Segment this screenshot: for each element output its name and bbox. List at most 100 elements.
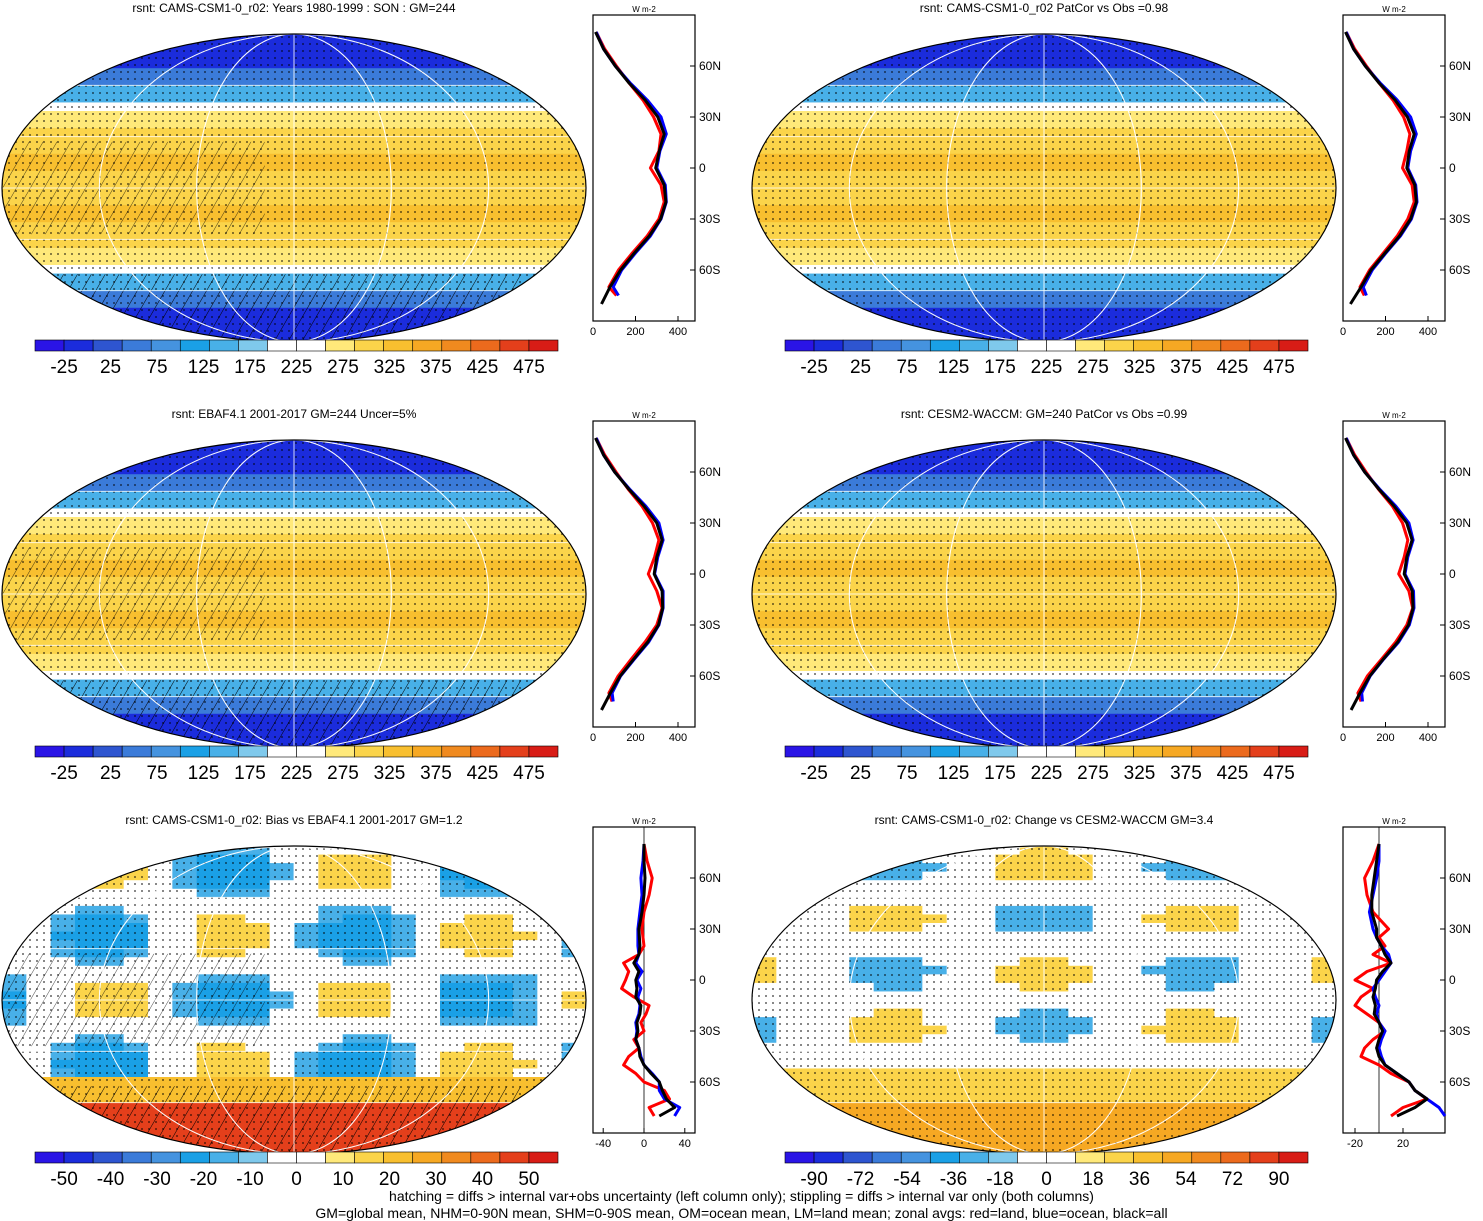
map-cell [561,713,586,723]
colorbar-tick-label: 175 [234,357,266,378]
map-cell [513,713,538,723]
map-cell [561,482,586,492]
colorbar-tick-label: 25 [850,357,871,378]
zonal-frame [1342,420,1446,728]
zonal-series-all [1344,437,1415,711]
map-cell [50,1102,76,1112]
map-cell [776,93,802,104]
map-cell [537,1111,563,1121]
zonal-ytick-label: 60N [1449,465,1471,479]
colorbar-swatch [1191,745,1222,758]
map-cell [1287,76,1313,86]
map-cell [50,880,76,890]
map-cell [1263,440,1288,450]
map-cell [440,854,465,864]
map-cell [513,1119,538,1129]
map-cell [1287,42,1313,52]
map-cell [776,722,802,732]
map-cell [561,679,586,689]
map-cell [800,316,826,326]
map-cell [2,1085,27,1095]
colorbar-swatch [325,1151,355,1164]
colorbar-swatch [412,339,443,352]
map-cell [537,499,563,510]
colorbar-tick-label: 75 [146,763,167,784]
map-cell [2,1077,27,1087]
colorbar-tick-label: 275 [1077,763,1109,784]
map-cell [123,42,149,52]
colorbar-tick-label: 475 [513,357,545,378]
zonal-xtick-label: 400 [1419,326,1437,338]
map-cell [1311,51,1336,61]
colorbar-swatch [959,339,989,352]
colorbar-swatch [238,745,268,758]
map-cell [776,324,802,335]
map-cell [537,440,563,450]
map-cell [561,76,586,86]
map-cell [50,696,76,706]
colorbar-swatch [499,1151,530,1164]
map-cell [488,854,514,864]
colorbar-tick-label: 325 [1124,357,1156,378]
zonal-units-label: W m-2 [1382,411,1406,420]
map-cell [1311,316,1336,326]
map-cell [2,871,27,881]
map-cell [99,324,125,335]
map-cell [26,34,52,44]
map-cell [26,863,52,873]
map-cell [513,448,538,458]
map-cell [2,68,27,78]
map-cell [1287,59,1313,69]
map-cell [1238,871,1264,881]
map-cell [99,448,125,458]
zonal-ytick-label: 60S [699,1075,720,1089]
colorbar-swatch [209,745,239,758]
map-cell [561,1085,586,1095]
colorbar-swatch [34,745,65,758]
map-cell [488,42,514,52]
map-cell [561,273,586,283]
map-cell [123,34,149,44]
map-cell [1263,474,1288,484]
map-cell [561,854,586,864]
map-cell [2,474,27,484]
map-cell [26,871,52,881]
colorbar-swatch [121,339,152,352]
map-cell [75,51,100,61]
map-cell [849,316,875,326]
map-cell [537,863,563,873]
map-cell [1311,730,1336,741]
zonal-series-land [594,437,664,703]
map-cell [1190,440,1215,450]
map-cell [537,722,563,732]
map-cell [537,1085,563,1095]
map-cell [2,333,27,342]
map-cell [2,1145,27,1154]
map-cell [26,846,52,856]
colorbar: -25 25 75 125 175 225 275 325 375 425 475 [784,339,1309,378]
zonal-units-label: W m-2 [1382,5,1406,14]
map-cell [873,42,899,52]
map-cell [391,34,417,44]
colorbar-swatch [354,339,384,352]
map-cell [561,111,586,121]
colorbar-tick-label: 375 [1170,763,1202,784]
colorbar-swatch [209,339,239,352]
map-cell [1287,688,1313,698]
map-cell [2,722,27,732]
zonal-frame [1342,14,1446,322]
colorbar-swatch [1017,745,1047,758]
map-cell [752,846,777,856]
map-cell [464,440,490,450]
map-cell [752,265,777,275]
zonal-ytick-label: 30S [1449,618,1470,632]
map-cell [800,324,826,335]
map-cell [1287,730,1313,741]
map-cell [1311,914,1336,924]
colorbar-swatch [499,339,530,352]
colorbar-tick-label: 425 [467,763,499,784]
zonal-ytick-label: 30N [699,110,721,124]
zonal-xtick-label: 200 [1376,732,1394,744]
map-cell [561,905,586,916]
map-cell [776,863,802,873]
